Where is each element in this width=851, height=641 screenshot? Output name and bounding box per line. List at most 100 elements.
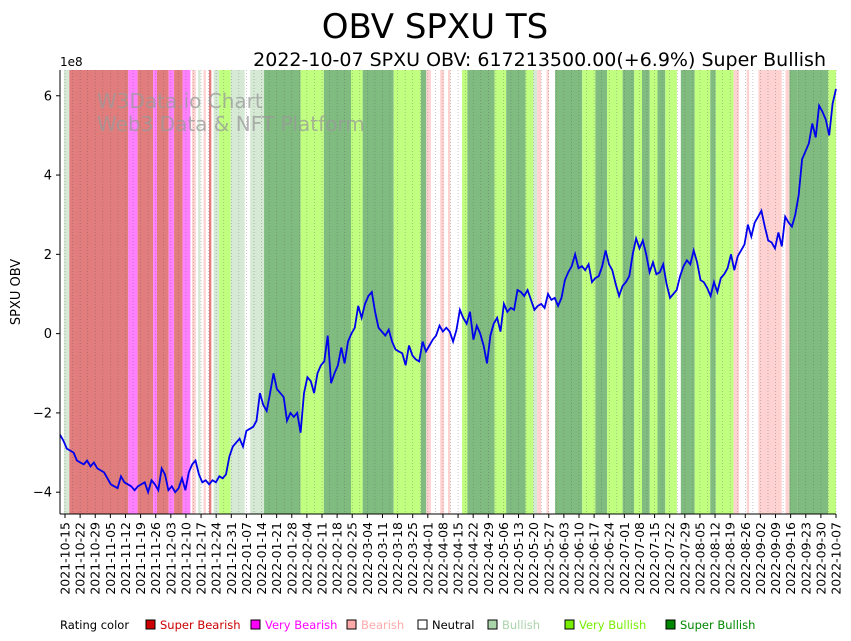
band-53: [789, 70, 798, 514]
x-tick-label: 2022-05-27: [541, 522, 556, 595]
x-tick-label: 2022-05-13: [511, 522, 526, 595]
band-30: [506, 70, 526, 514]
band-0: [63, 70, 70, 514]
band-24: [426, 70, 431, 514]
y-tick-label: −4: [33, 486, 52, 501]
legend-swatch-3: [417, 619, 428, 630]
x-tick-label: 2021-11-12: [118, 522, 133, 595]
legend-swatch-1: [250, 619, 261, 630]
band-32: [533, 70, 538, 514]
x-tick-label: 2022-09-16: [783, 522, 798, 595]
x-tick-label: 2022-09-30: [813, 522, 828, 595]
axes: [59, 70, 836, 515]
x-tick-label: 2022-07-29: [677, 522, 692, 595]
band-31: [525, 70, 534, 514]
chart-subtitle: 2022-10-07 SPXU OBV: 617213500.00(+6.9%)…: [253, 49, 826, 71]
band-4: [153, 70, 157, 514]
x-tick-label: 2022-07-08: [632, 522, 647, 595]
y-axis-label: SPXU OBV: [9, 259, 24, 325]
x-tick-label: 2022-04-29: [481, 522, 496, 595]
x-tick-label: 2022-03-04: [360, 522, 375, 595]
x-tick-label: 2022-06-03: [556, 522, 571, 595]
x-tick-label: 2021-11-05: [103, 522, 118, 595]
band-27: [461, 70, 468, 514]
band-14: [219, 70, 231, 514]
band-11: [203, 70, 206, 514]
y-tick-label: 6: [44, 89, 52, 104]
band-48: [715, 70, 734, 514]
x-tick-label: 2022-03-18: [390, 522, 405, 595]
band-20: [351, 70, 363, 514]
x-tick-label: 2022-04-01: [420, 522, 435, 595]
band-3: [137, 70, 154, 514]
band-23: [420, 70, 427, 514]
band-41: [642, 70, 650, 514]
x-tick-label: 2022-01-14: [254, 522, 269, 595]
legend-swatch-4: [487, 619, 498, 630]
x-tick-label: 2022-10-07: [829, 522, 844, 595]
band-36: [582, 70, 596, 514]
band-44: [665, 70, 677, 514]
band-51: [758, 70, 782, 514]
x-tick-label: 2021-12-17: [194, 522, 209, 595]
legend-label-3: Neutral: [432, 618, 474, 632]
rating-bands: [63, 70, 836, 514]
x-tick-label: 2022-07-01: [617, 522, 632, 595]
y-exponent-label: 1e8: [60, 55, 83, 69]
legend-label-0: Super Bearish: [160, 618, 241, 632]
band-47: [710, 70, 716, 514]
x-tick-label: 2022-04-15: [451, 522, 466, 595]
band-5: [157, 70, 169, 514]
band-1: [69, 70, 129, 514]
band-39: [622, 70, 635, 514]
band-25: [440, 70, 445, 514]
legend-label-2: Bearish: [361, 618, 404, 632]
x-tick-label: 2022-09-02: [753, 522, 768, 595]
x-tick-label: 2022-07-22: [662, 522, 677, 595]
band-46: [694, 70, 711, 514]
x-tick-label: 2022-09-23: [798, 522, 813, 595]
x-tick-label: 2021-10-29: [88, 522, 103, 595]
x-tick-label: 2022-01-07: [239, 522, 254, 595]
obv-series: [59, 88, 837, 496]
y-ticks: −4 −2 0 2 4 6: [33, 89, 60, 501]
obv-line: [59, 88, 837, 496]
band-42: [649, 70, 658, 514]
band-12: [208, 70, 212, 514]
x-tick-label: 2022-03-25: [405, 522, 420, 595]
band-49: [733, 70, 739, 514]
y-tick-label: 4: [44, 169, 52, 184]
band-43: [657, 70, 666, 514]
legend-swatch-6: [665, 619, 676, 630]
legend-label-6: Super Bullish: [680, 618, 755, 632]
legend-swatch-0: [145, 619, 156, 630]
x-tick-label: 2021-11-26: [148, 522, 163, 595]
legend-label-4: Bullish: [502, 618, 540, 632]
band-10: [198, 70, 201, 514]
x-tick-label: 2021-12-03: [163, 522, 178, 595]
x-tick-label: 2022-08-12: [708, 522, 723, 595]
band-38: [607, 70, 623, 514]
legend-label-5: Very Bullish: [579, 618, 646, 632]
band-15: [230, 70, 245, 514]
x-tick-label: 2022-02-04: [299, 522, 314, 595]
x-tick-label: 2022-09-09: [768, 522, 783, 595]
band-52: [785, 70, 790, 514]
band-8: [182, 70, 191, 514]
band-9: [191, 70, 196, 514]
y-tick-label: 2: [44, 248, 52, 263]
x-tick-label: 2022-01-21: [269, 522, 284, 595]
x-tick-label: 2022-08-05: [692, 522, 707, 595]
x-tick-label: 2022-04-22: [466, 522, 481, 595]
x-tick-label: 2022-01-28: [284, 522, 299, 595]
x-tick-label: 2022-03-11: [375, 522, 390, 595]
band-22: [393, 70, 421, 514]
x-tick-label: 2022-08-26: [738, 522, 753, 595]
x-tick-label: 2021-12-10: [178, 522, 193, 595]
legend: Rating color Super Bearish Very Bearish Bea…: [60, 618, 755, 632]
x-tick-label: 2022-08-19: [723, 522, 738, 595]
legend-swatch-2: [346, 619, 357, 630]
band-19: [323, 70, 351, 514]
x-grid: [64, 70, 837, 514]
